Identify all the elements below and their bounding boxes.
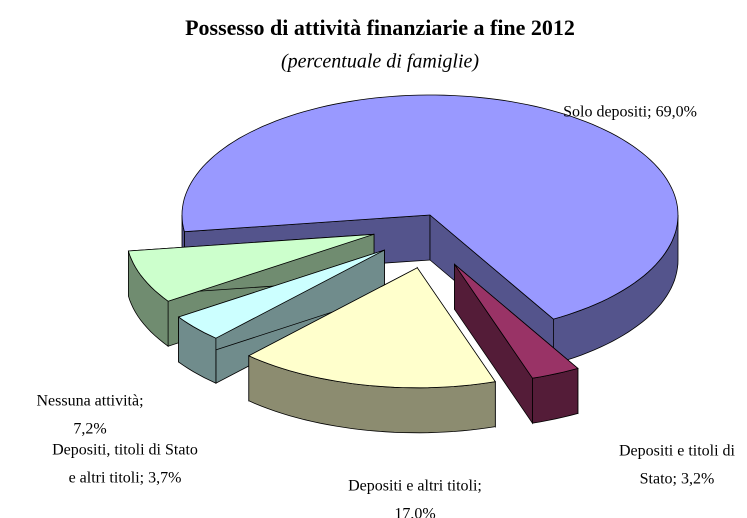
data-label: Depositi, titoli di Stato bbox=[52, 442, 198, 459]
slice bbox=[247, 267, 496, 389]
data-label: Nessuna attività; bbox=[36, 393, 143, 410]
slice bbox=[177, 249, 385, 339]
data-label: 7,2% bbox=[73, 421, 106, 438]
slice bbox=[181, 94, 679, 320]
chart-title: Possesso di attività finanziarie a fine … bbox=[185, 15, 575, 40]
data-label: e altri titoli; 3,7% bbox=[69, 470, 182, 487]
data-label: Stato; 3,2% bbox=[640, 471, 715, 488]
data-label: 17,0% bbox=[394, 506, 435, 518]
data-label: Depositi e titoli di bbox=[619, 443, 736, 460]
data-label: Depositi e altri titoli; bbox=[348, 478, 482, 495]
chart-subtitle: (percentuale di famiglie) bbox=[281, 51, 479, 73]
slice bbox=[454, 263, 579, 379]
slice bbox=[127, 233, 375, 302]
data-label: Solo depositi; 69,0% bbox=[563, 104, 697, 121]
